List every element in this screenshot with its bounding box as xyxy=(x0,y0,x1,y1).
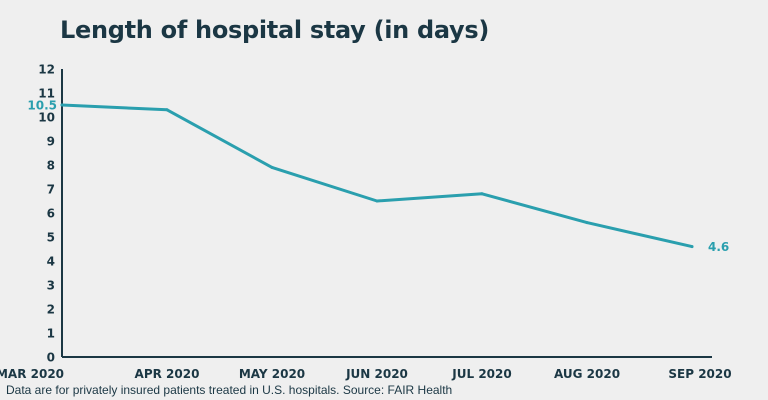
x-tick-label-apr-2020: APR 2020 xyxy=(135,367,200,381)
x-tick-label-mar-2020: MAR 2020 xyxy=(0,367,64,381)
data-point-3 xyxy=(270,165,274,169)
chart-title: Length of hospital stay (in days) xyxy=(60,16,490,44)
y-tick-label-3: 3 xyxy=(47,279,55,293)
x-tick-label-jul-2020: JUL 2020 xyxy=(451,367,511,381)
data-point-6 xyxy=(585,221,589,225)
x-tick-label-jun-2020: JUN 2020 xyxy=(345,367,408,381)
y-tick-label-2: 2 xyxy=(47,303,55,317)
data-label-first: 10.5 xyxy=(27,99,57,113)
y-tick-label-10: 10 xyxy=(38,111,55,125)
y-tick-label-11: 11 xyxy=(38,87,55,101)
data-point-4 xyxy=(375,199,379,203)
data-point-5 xyxy=(480,192,484,196)
data-point-1 xyxy=(60,103,64,107)
y-tick-label-9: 9 xyxy=(47,135,55,149)
y-tick-label-1: 1 xyxy=(47,327,55,341)
x-tick-label-aug-2020: AUG 2020 xyxy=(554,367,620,381)
y-tick-label-0: 0 xyxy=(47,351,55,365)
series-line xyxy=(60,103,694,249)
x-tick-label-sep-2020: SEP 2020 xyxy=(668,367,731,381)
y-tick-label-4: 4 xyxy=(47,255,55,269)
chart-source-note: Data are for privately insured patients … xyxy=(6,383,453,397)
data-point-7 xyxy=(690,245,694,249)
y-tick-label-12: 12 xyxy=(38,63,55,77)
y-tick-label-7: 7 xyxy=(47,183,55,197)
data-point-2 xyxy=(165,108,169,112)
y-tick-label-8: 8 xyxy=(47,159,55,173)
y-tick-label-6: 6 xyxy=(47,207,55,221)
data-label-last: 4.6 xyxy=(708,240,729,254)
y-tick-label-5: 5 xyxy=(47,231,55,245)
x-tick-label-may-2020: MAY 2020 xyxy=(239,367,305,381)
